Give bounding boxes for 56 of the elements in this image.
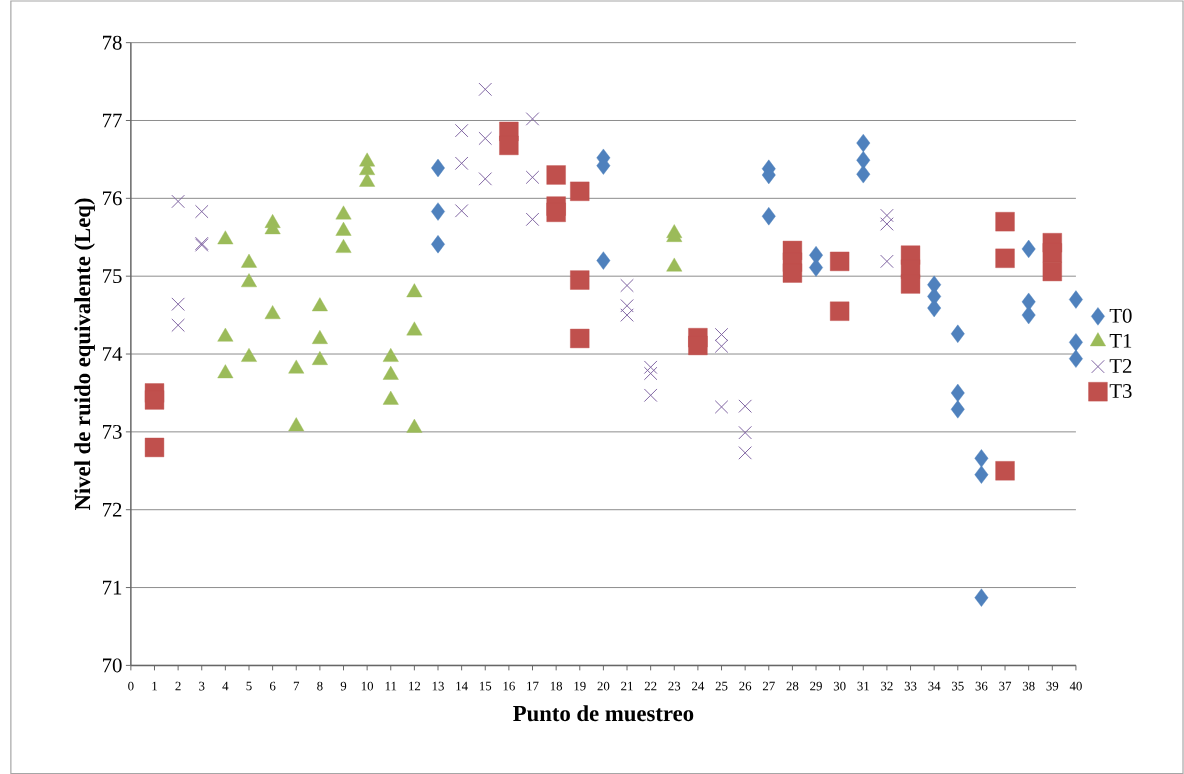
x-tick-label: 2	[175, 681, 181, 691]
x-tick-label: 9	[340, 681, 347, 691]
x-tick-label: 36	[975, 681, 988, 691]
x-tick-label: 27	[762, 681, 775, 691]
legend-label: T0	[1109, 308, 1132, 323]
x-tick-label: 15	[479, 681, 492, 691]
x-tick-label: 4	[222, 681, 229, 690]
y-axis-title: Nivel de ruido equivalente (Leq)	[74, 198, 95, 510]
y-tick-label: 74	[103, 346, 123, 361]
x-tick-label: 3	[199, 681, 205, 691]
x-tick-label: 21	[621, 681, 633, 691]
y-tick-label: 78	[103, 35, 122, 50]
y-tick-label: 73	[103, 424, 122, 439]
x-tick-label: 20	[597, 681, 610, 691]
x-tick-label: 24	[692, 681, 705, 691]
x-tick-label: 34	[928, 681, 941, 691]
x-tick-label: 23	[668, 681, 681, 691]
x-tick-label: 22	[644, 681, 657, 691]
x-tick-label: 32	[881, 681, 893, 691]
x-tick-label: 12	[409, 681, 421, 691]
x-tick-label: 39	[1046, 681, 1059, 691]
x-tick-label: 7	[293, 681, 300, 690]
x-tick-label: 16	[503, 681, 515, 691]
x-tick-label: 8	[317, 681, 323, 691]
legend-label: T3	[1109, 383, 1132, 398]
x-tick-label: 29	[810, 681, 822, 691]
y-tick-label: 75	[103, 269, 122, 283]
x-tick-label: 31	[857, 681, 869, 691]
x-tick-label: 30	[833, 681, 846, 691]
x-tick-label: 0	[128, 681, 134, 691]
x-tick-label: 38	[1022, 681, 1035, 691]
x-tick-label: 14	[456, 681, 468, 691]
y-tick-label: 70	[103, 658, 122, 673]
x-tick-label: 40	[1069, 681, 1082, 691]
x-tick-label: 18	[550, 681, 563, 691]
legend-label: T1	[1109, 333, 1132, 348]
x-tick-label: 10	[361, 681, 374, 691]
x-tick-label: 19	[574, 681, 586, 691]
x-tick-label: 26	[739, 681, 752, 691]
x-tick-label: 35	[951, 681, 964, 691]
x-tick-label: 5	[246, 681, 252, 691]
x-tick-label: 33	[904, 681, 917, 691]
x-tick-label: 37	[999, 681, 1012, 691]
y-tick-label: 76	[103, 191, 122, 206]
x-tick-label: 17	[527, 681, 539, 691]
y-tick-label: 77	[103, 113, 122, 128]
x-tick-label: 13	[432, 681, 444, 691]
x-tick-label: 25	[715, 681, 728, 691]
x-tick-label: 1	[152, 681, 157, 691]
legend-label: T2	[1109, 358, 1132, 373]
x-tick-label: 28	[786, 681, 799, 691]
x-tick-label: 6	[269, 681, 276, 691]
x-tick-label: 11	[385, 681, 397, 691]
x-axis-title: Punto de muestreo	[513, 704, 694, 721]
y-tick-label: 71	[103, 580, 122, 595]
y-tick-label: 72	[103, 502, 122, 517]
